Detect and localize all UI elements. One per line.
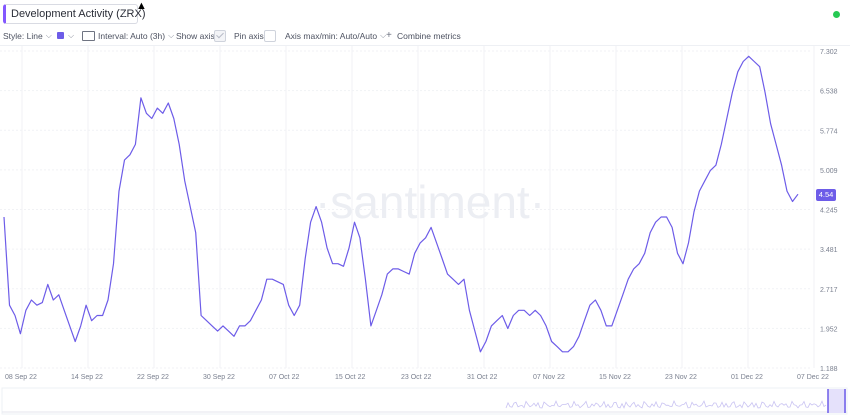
chevron-down-icon: ⌵ [45, 31, 52, 40]
y-tick-label: 5.009 [820, 168, 838, 175]
axis-range-dropdown[interactable]: Axis max/min: Auto/Auto ⌵ [285, 31, 386, 42]
interval-label: Interval: Auto (3h) [98, 31, 166, 41]
series-line [3, 55, 799, 353]
show-axis-checkbox[interactable] [214, 30, 226, 42]
x-tick-label: 30 Sep 22 [203, 374, 235, 381]
combine-metrics-button[interactable]: Combine metrics [397, 31, 461, 41]
chevron-down-icon: ⌵ [168, 31, 175, 40]
style-label: Style: Line [3, 31, 43, 41]
x-tick-label: 15 Oct 22 [335, 374, 365, 381]
toolbar-divider [0, 45, 850, 46]
x-tick-label: 07 Dec 22 [797, 374, 829, 381]
show-axis-label: Show axis [176, 31, 215, 41]
chevron-down-icon: ⌵ [380, 31, 387, 40]
x-tick-label: 07 Nov 22 [533, 374, 565, 381]
interval-dropdown[interactable]: Interval: Auto (3h) ⌵ [98, 31, 174, 42]
pin-axis-checkbox[interactable] [264, 30, 276, 42]
navigator-line [505, 399, 827, 409]
x-tick-label: 14 Sep 22 [71, 374, 103, 381]
navigator-minimap [1, 387, 848, 415]
y-tick-label: 3.481 [820, 247, 838, 254]
x-tick-label: 15 Nov 22 [599, 374, 631, 381]
x-tick-label: 23 Oct 22 [401, 374, 431, 381]
pin-axis-label: Pin axis [234, 31, 264, 41]
status-dot [833, 11, 840, 18]
navigator-frame [1, 387, 848, 415]
kebab-menu-icon[interactable]: ⋮ [119, 8, 129, 19]
plus-icon: + [386, 30, 392, 41]
x-axis: 08 Sep 22 14 Sep 22 22 Sep 22 30 Sep 22 07 O… [5, 374, 829, 381]
x-tick-label: 22 Sep 22 [137, 374, 169, 381]
chart-grid [0, 46, 815, 369]
x-tick-label: 07 Oct 22 [269, 374, 299, 381]
y-tick-label: 2.717 [820, 287, 838, 294]
santiment-watermark: ·santiment· [315, 176, 545, 228]
x-tick-label: 31 Oct 22 [467, 374, 497, 381]
axis-range-label: Axis max/min: Auto/Auto [285, 31, 378, 41]
y-tick-label: 4.245 [820, 208, 838, 215]
navigator-window [828, 389, 846, 413]
chart-toolbar: Style: Line ⌵ ⌵ Interval: Auto (3h) ⌵ Show… [0, 29, 850, 43]
style-dropdown[interactable]: Style: Line ⌵ [3, 31, 52, 42]
y-tick-label: 1.188 [820, 366, 838, 373]
metric-title: Development Activity (ZRX) [11, 8, 146, 20]
mouse-cursor-icon: ▲ [136, 0, 147, 12]
y-tick-label: 5.774 [820, 128, 838, 135]
color-swatch[interactable] [57, 32, 64, 39]
interval-icon [82, 31, 95, 41]
y-tick-label: 6.538 [820, 89, 838, 96]
x-tick-label: 01 Dec 22 [731, 374, 763, 381]
chevron-down-icon: ⌵ [68, 31, 75, 40]
last-value-tag: 4.54 [816, 189, 836, 201]
y-tick-label: 7.302 [820, 49, 838, 56]
color-chevron[interactable]: ⌵ [65, 31, 74, 42]
y-axis: 7.302 6.538 5.774 5.009 4.245 3.481 2.717 1.952… [820, 49, 838, 373]
x-tick-label: 08 Sep 22 [5, 374, 37, 381]
x-tick-label: 23 Nov 22 [665, 374, 697, 381]
y-tick-label: 1.952 [820, 326, 838, 333]
metric-title-box[interactable]: Development Activity (ZRX) ⋮ [3, 4, 145, 24]
